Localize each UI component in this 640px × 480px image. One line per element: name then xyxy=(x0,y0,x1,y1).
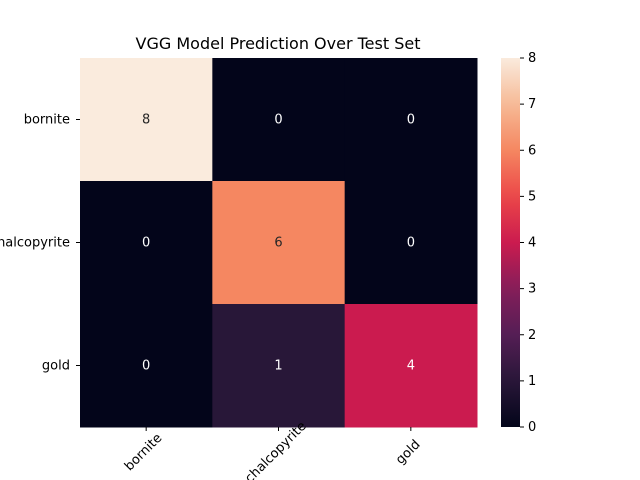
heatmap-cell-0-0 xyxy=(80,58,213,182)
heatmap-cell-1-2 xyxy=(344,181,478,305)
x-axis-ticks: bornite chalcopyrite gold xyxy=(122,419,424,480)
colorbar-tick-label-3: 3 xyxy=(528,282,536,297)
x-tick-label-0: bornite xyxy=(122,431,165,474)
colorbar-tick-label-4: 4 xyxy=(528,236,536,251)
cell-value-2-0: 0 xyxy=(142,359,150,374)
cell-value-1-2: 0 xyxy=(407,236,415,251)
heatmap-cell-2-0 xyxy=(80,304,213,428)
colorbar-tick-label-1: 1 xyxy=(528,374,536,389)
colorbar-tick-label-2: 2 xyxy=(528,328,536,343)
cell-value-1-1: 6 xyxy=(274,236,282,251)
heatmap-cell-1-0 xyxy=(80,181,213,305)
chart-title: VGG Model Prediction Over Test Set xyxy=(136,34,421,53)
x-tick-label-2: gold xyxy=(393,437,423,467)
heatmap-cell-0-1 xyxy=(212,58,346,182)
colorbar-tick-label-7: 7 xyxy=(528,97,536,112)
cell-value-2-1: 1 xyxy=(274,359,282,374)
y-tick-label-2: gold xyxy=(42,359,70,374)
cell-annotations: 8 0 0 0 6 0 0 1 4 xyxy=(142,113,415,374)
cell-value-2-2: 4 xyxy=(407,359,415,374)
colorbar-tick-label-5: 5 xyxy=(528,189,536,204)
heatmap-cell-1-1 xyxy=(212,181,346,305)
y-axis-ticks: bornite chalcopyrite gold xyxy=(0,113,80,374)
x-tick-label-1: chalcopyrite xyxy=(242,419,309,480)
cell-value-1-0: 0 xyxy=(142,236,150,251)
heatmap-cell-2-2 xyxy=(344,304,478,428)
y-tick-label-0: bornite xyxy=(24,113,70,128)
y-tick-label-1: chalcopyrite xyxy=(0,236,70,251)
heatmap-cell-2-1 xyxy=(212,304,346,428)
colorbar-tick-label-6: 6 xyxy=(528,143,536,158)
colorbar-tick-label-8: 8 xyxy=(528,51,536,66)
cell-value-0-0: 8 xyxy=(142,113,150,128)
cell-value-0-2: 0 xyxy=(407,113,415,128)
heatmap-cells xyxy=(80,58,478,428)
colorbar-tick-label-0: 0 xyxy=(528,420,536,435)
colorbar xyxy=(501,58,520,427)
cell-value-0-1: 0 xyxy=(274,113,282,128)
colorbar-ticks: 0 1 2 3 4 5 6 7 8 xyxy=(520,51,536,435)
heatmap-cell-0-2 xyxy=(344,58,478,182)
